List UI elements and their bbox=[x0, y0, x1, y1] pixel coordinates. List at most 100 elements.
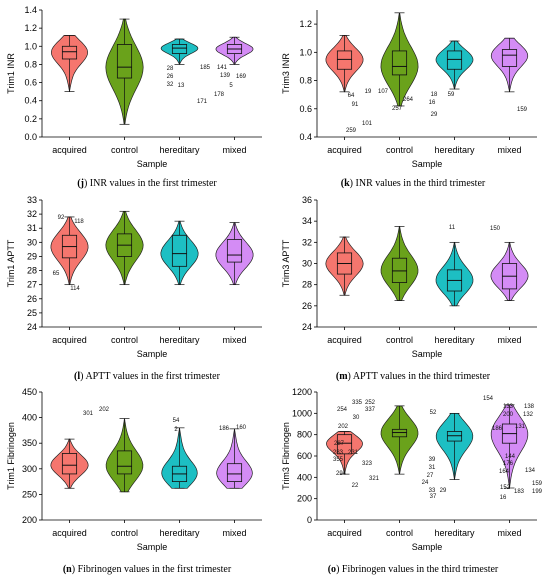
caption-label: (j bbox=[77, 178, 84, 189]
outlier-label: 159 bbox=[532, 481, 543, 487]
caption-label: (o bbox=[328, 564, 336, 575]
outlier-label: 118 bbox=[74, 219, 84, 225]
x-tick-label: mixed bbox=[497, 528, 521, 538]
y-tick-label: 34 bbox=[302, 216, 312, 226]
y-tick-label: 28 bbox=[302, 280, 312, 290]
x-tick-label: acquired bbox=[327, 335, 362, 345]
outlier-label: 176 bbox=[503, 461, 514, 467]
box-acquired bbox=[336, 434, 353, 455]
box-mixed bbox=[226, 239, 243, 263]
caption-label: (l bbox=[74, 371, 80, 382]
outlier-label: 321 bbox=[369, 476, 380, 482]
y-tick-label: 1.0 bbox=[299, 47, 312, 57]
outlier-label: 200 bbox=[503, 412, 514, 418]
x-tick-label: hereditary bbox=[434, 335, 475, 345]
outlier-label: 231 bbox=[348, 450, 359, 456]
outlier-label: 202 bbox=[99, 407, 110, 413]
y-tick-label: 26 bbox=[27, 294, 37, 304]
y-axis-title: Trim3 APTT bbox=[281, 239, 291, 287]
box-mixed bbox=[501, 49, 518, 67]
y-tick-label: 28 bbox=[27, 266, 37, 276]
outlier-label: 91 bbox=[352, 102, 359, 108]
y-tick-label: 0.8 bbox=[299, 76, 312, 86]
outlier-label: 169 bbox=[236, 74, 247, 80]
outlier-label: 335 bbox=[352, 400, 363, 406]
box-control bbox=[116, 450, 133, 475]
x-axis-title: Sample bbox=[137, 542, 168, 552]
x-tick-label: acquired bbox=[327, 528, 362, 538]
outlier-label: 39 bbox=[429, 457, 436, 463]
outlier-label: 160 bbox=[236, 425, 247, 431]
outlier-label: 132 bbox=[523, 412, 534, 418]
y-axis-title: Trim1 APTT bbox=[6, 239, 16, 287]
outlier-label: 323 bbox=[362, 461, 373, 467]
x-tick-label: mixed bbox=[222, 145, 246, 155]
x-tick-label: mixed bbox=[222, 528, 246, 538]
caption-text: APTT values in the third trimester bbox=[353, 371, 491, 382]
outlier-label: 301 bbox=[83, 411, 94, 417]
y-axis-title: Trim3 INR bbox=[281, 53, 291, 94]
y-tick-label: 30 bbox=[27, 237, 37, 247]
x-axis-title: Sample bbox=[137, 159, 168, 169]
y-tick-label: 0.2 bbox=[24, 114, 37, 124]
x-tick-label: hereditary bbox=[434, 528, 475, 538]
outlier-label: 28 bbox=[167, 66, 174, 72]
y-tick-label: 32 bbox=[302, 237, 312, 247]
caption-text: INR values in the third trimester bbox=[356, 178, 486, 189]
outlier-label: 254 bbox=[337, 407, 348, 413]
x-tick-label: control bbox=[386, 528, 413, 538]
outlier-label: 257 bbox=[392, 106, 403, 112]
x-axis-title: Sample bbox=[412, 542, 443, 552]
x-tick-label: hereditary bbox=[434, 145, 475, 155]
box-acquired bbox=[336, 50, 353, 70]
outlier-label: 154 bbox=[483, 396, 494, 402]
y-tick-label: 400 bbox=[297, 472, 312, 482]
caption-paren: ) bbox=[336, 564, 342, 575]
box-control bbox=[116, 44, 133, 79]
y-tick-label: 0.4 bbox=[299, 132, 312, 142]
y-tick-label: 250 bbox=[22, 489, 37, 499]
caption-text: APTT values in the first trimester bbox=[85, 371, 220, 382]
y-axis-title: Trim1 Fibrinogen bbox=[6, 422, 16, 490]
outlier-label: 171 bbox=[197, 99, 208, 105]
outlier-label: 114 bbox=[70, 286, 80, 292]
outlier-label: 2 bbox=[174, 427, 178, 433]
panel-l: 24 25 26 27 28 29 30 31 32 33 Trim1 APTT acquired co… bbox=[6, 195, 262, 382]
x-tick-label: acquired bbox=[52, 528, 87, 538]
x-tick-label: mixed bbox=[497, 335, 521, 345]
outlier-label: 178 bbox=[214, 92, 225, 98]
y-axis-title: Trim1 INR bbox=[6, 53, 16, 94]
caption-paren: ) bbox=[348, 371, 353, 382]
y-tick-label: 24 bbox=[302, 322, 312, 332]
outlier-label: 52 bbox=[430, 410, 437, 416]
outlier-label: 133 bbox=[503, 404, 514, 410]
y-tick-label: 0.0 bbox=[24, 132, 37, 142]
y-tick-label: 0 bbox=[307, 515, 312, 525]
outlier-label: 59 bbox=[448, 92, 455, 98]
box-hereditary bbox=[171, 234, 188, 267]
outlier-label: 27 bbox=[427, 473, 434, 479]
caption: (n) Fibrinogen values in the first trime… bbox=[63, 564, 232, 575]
y-tick-label: 1000 bbox=[292, 408, 312, 418]
outlier-label: 13 bbox=[178, 83, 185, 89]
outlier-label: 185 bbox=[200, 65, 211, 71]
x-tick-label: mixed bbox=[497, 145, 521, 155]
y-tick-label: 600 bbox=[297, 451, 312, 461]
panel-o: 0 200 400 600 800 1000 1200 Trim3 Fibrinogen acq… bbox=[281, 387, 543, 575]
y-tick-label: 26 bbox=[302, 301, 312, 311]
outlier-label: 186 bbox=[219, 426, 230, 432]
panel-k: 0.4 0.6 0.8 1.0 1.2 Trim3 INR acquired control h… bbox=[281, 10, 537, 189]
y-tick-label: 1.0 bbox=[24, 41, 37, 51]
outlier-label: 159 bbox=[517, 107, 528, 113]
y-tick-label: 25 bbox=[27, 308, 37, 318]
outlier-label: 30 bbox=[353, 415, 360, 421]
caption-text: INR values in the first trimester bbox=[90, 178, 218, 189]
panel-j: 0.0 0.2 0.4 0.6 0.8 1.0 1.2 1.4 Trim1 INR acquire… bbox=[6, 5, 262, 189]
outlier-label: 355 bbox=[333, 457, 344, 463]
box-hereditary bbox=[446, 431, 463, 442]
y-tick-label: 0.8 bbox=[24, 59, 37, 69]
outlier-label: 16 bbox=[429, 100, 436, 106]
outlier-label: 337 bbox=[365, 407, 376, 413]
caption: (k) INR values in the third trimester bbox=[341, 178, 486, 189]
